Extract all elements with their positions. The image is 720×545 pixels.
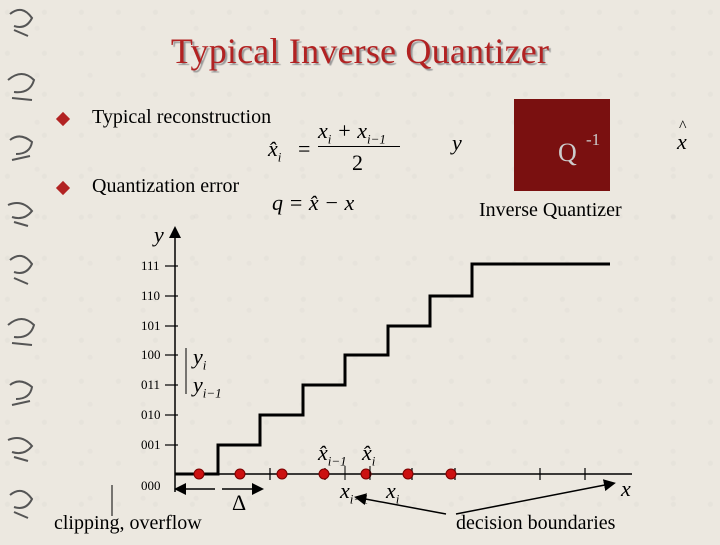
label-x-i-sub: i [395,491,400,507]
block-q-superscript: -1 [586,130,601,149]
label-x-i: xi [386,478,399,507]
label-xhat-im1-main: x̂ [318,440,328,465]
level-label-100: 100 [141,347,161,362]
decorative-glyphs [7,8,36,519]
formula-num-plus: + x [331,118,368,143]
boundary-dot [445,468,457,480]
formula-numerator: xi + xi−1 [318,118,386,147]
formula-num-sub2: i−1 [367,131,386,147]
boundary-arrow-left [354,493,447,515]
boundary-arrow-right [455,479,616,515]
label-xhat-i: x̂i [362,440,375,469]
level-label-010: 010 [141,407,161,422]
decorative-margin [0,0,46,540]
level-label-011: 011 [141,377,161,392]
label-x-im1-sub: i−1 [349,491,369,507]
boundary-dot [402,468,414,480]
x-axis-label: x [621,476,631,501]
label-xhat-im1: x̂i−1 [318,440,347,469]
annotation-y-im1-sub: i−1 [202,385,222,401]
staircase-curve [175,262,610,476]
formula-lhs-sub: i [277,149,282,165]
label-x-i-main: x [386,478,396,503]
clipping-overflow-label: clipping, overflow [54,512,202,534]
slide-title: Typical Inverse Quantizer [170,31,550,71]
inverse-quantizer-caption: Inverse Quantizer [479,199,622,221]
annotation-y-im1-main: y [193,372,203,397]
level-label-111: 111 [141,258,160,273]
boundary-dot [276,468,288,480]
label-x-im1-main: x [340,478,350,503]
error-formula: q = x̂ − x [272,190,355,215]
block-q-label: Q [558,138,577,167]
block-output-hat: ^ [679,118,687,135]
label-xhat-im1-sub: i−1 [327,453,347,469]
bullet-text-reconstruction: Typical reconstruction [92,106,272,128]
level-label-001: 001 [141,437,161,452]
decision-boundaries-label: decision boundaries [456,512,616,534]
label-xhat-i-sub: i [371,453,376,469]
decision-boundary-dots [193,468,457,480]
formula-num-x: x [318,118,328,143]
bullet-text-error: Quantization error [92,175,240,197]
annotation-y-i-main: y [193,344,203,369]
block-input-y: y [452,130,462,155]
y-axis-label: y [154,222,164,247]
boundary-dot [193,468,205,480]
fraction-bar [318,146,400,147]
formula-num-sub1: i [327,131,332,147]
formula-lhs: x̂i [268,136,281,165]
formula-xhat: x̂ [268,136,278,161]
delta-step-label: Δ [232,490,247,515]
block-output-x: x [677,129,687,154]
level-label-101: 101 [141,318,161,333]
level-label-000: 000 [141,478,161,493]
boundary-dot [234,468,246,480]
boundary-dot [360,468,372,480]
label-xhat-i-main: x̂ [362,440,372,465]
inverse-quantizer-block [514,99,610,191]
annotation-y-im1: yi−1 [193,372,222,401]
annotation-y-i-sub: i [202,357,207,373]
label-x-im1: xi−1 [340,478,369,507]
level-label-110: 110 [141,288,161,303]
boundary-dot [318,468,330,480]
y-level-ticks [165,265,178,446]
formula-denominator: 2 [352,150,363,175]
annotation-y-i: yi [193,344,206,373]
formula-equals: = [298,136,311,161]
